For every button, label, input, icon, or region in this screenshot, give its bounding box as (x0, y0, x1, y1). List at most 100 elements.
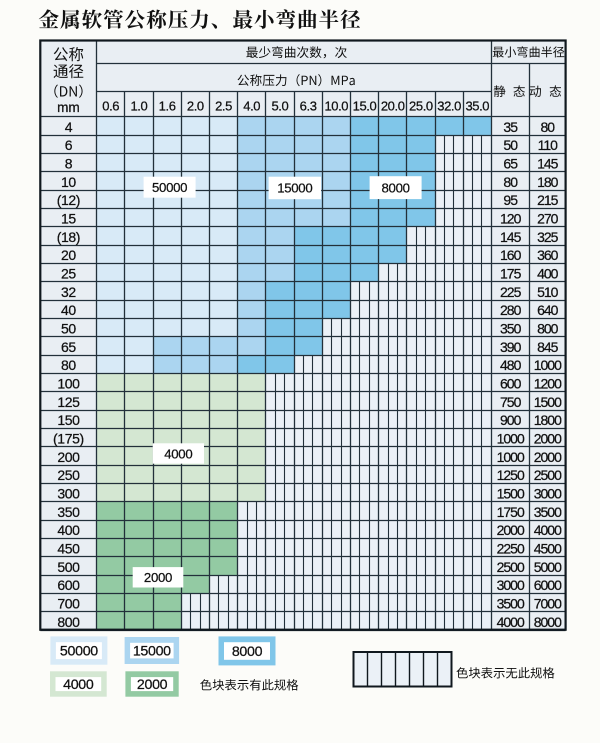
svg-text:400: 400 (57, 522, 80, 538)
svg-text:350: 350 (500, 321, 522, 337)
svg-text:4000: 4000 (534, 522, 562, 538)
svg-text:390: 390 (500, 339, 522, 355)
svg-text:2500: 2500 (497, 559, 525, 575)
svg-text:100: 100 (57, 376, 80, 392)
svg-text:2000: 2000 (137, 677, 168, 693)
svg-text:25.0: 25.0 (409, 98, 433, 113)
svg-text:120: 120 (500, 211, 522, 227)
svg-text:8000: 8000 (382, 181, 410, 196)
svg-text:300: 300 (57, 486, 80, 502)
svg-text:250: 250 (57, 467, 80, 483)
svg-text:1000: 1000 (497, 449, 525, 465)
svg-text:4000: 4000 (497, 614, 525, 630)
svg-text:2000: 2000 (144, 570, 172, 585)
svg-text:350: 350 (57, 504, 80, 520)
svg-text:(18): (18) (57, 229, 80, 245)
svg-text:1800: 1800 (534, 412, 562, 428)
svg-text:2500: 2500 (534, 467, 562, 483)
svg-text:4: 4 (65, 119, 73, 135)
svg-text:50: 50 (503, 137, 518, 153)
svg-text:845: 845 (537, 339, 559, 355)
svg-text:1500: 1500 (534, 394, 562, 410)
svg-text:6: 6 (65, 137, 73, 153)
svg-text:2000: 2000 (497, 522, 525, 538)
svg-text:4000: 4000 (164, 446, 192, 461)
svg-text:1.0: 1.0 (130, 98, 147, 113)
svg-text:2.5: 2.5 (215, 98, 232, 113)
svg-text:200: 200 (57, 449, 80, 465)
svg-text:1000: 1000 (534, 357, 562, 373)
svg-text:6.3: 6.3 (300, 98, 317, 113)
svg-text:325: 325 (537, 229, 559, 245)
svg-text:500: 500 (57, 559, 80, 575)
svg-text:80: 80 (503, 174, 518, 190)
svg-text:160: 160 (500, 247, 522, 263)
svg-text:270: 270 (537, 211, 559, 227)
svg-text:280: 280 (500, 302, 522, 318)
svg-text:450: 450 (57, 541, 80, 557)
svg-text:640: 640 (537, 302, 559, 318)
svg-text:95: 95 (503, 192, 518, 208)
svg-text:3000: 3000 (534, 486, 562, 502)
svg-text:1500: 1500 (497, 486, 525, 502)
svg-text:8000: 8000 (232, 644, 263, 660)
svg-text:3500: 3500 (497, 595, 525, 611)
svg-text:15000: 15000 (277, 181, 312, 196)
svg-text:225: 225 (500, 284, 522, 300)
svg-text:10: 10 (61, 174, 76, 190)
svg-text:600: 600 (57, 577, 80, 593)
svg-text:1250: 1250 (497, 467, 525, 483)
svg-text:510: 510 (537, 284, 559, 300)
svg-text:50000: 50000 (60, 644, 98, 660)
svg-text:20.0: 20.0 (381, 98, 405, 113)
svg-text:145: 145 (500, 229, 522, 245)
svg-text:215: 215 (537, 192, 559, 208)
svg-text:mm: mm (57, 100, 80, 115)
svg-text:145: 145 (537, 156, 559, 172)
svg-text:6000: 6000 (534, 577, 562, 593)
svg-text:(12): (12) (57, 192, 80, 208)
svg-text:175: 175 (500, 266, 522, 282)
svg-text:700: 700 (57, 595, 80, 611)
svg-text:32.0: 32.0 (437, 98, 461, 113)
svg-text:15.0: 15.0 (353, 98, 377, 113)
svg-text:80: 80 (541, 119, 556, 135)
svg-text:110: 110 (538, 137, 559, 153)
svg-text:20: 20 (61, 247, 76, 263)
svg-text:15000: 15000 (133, 644, 171, 660)
svg-text:5.0: 5.0 (271, 98, 288, 113)
svg-text:50000: 50000 (152, 180, 187, 195)
svg-text:(175): (175) (53, 431, 84, 447)
svg-text:35: 35 (503, 119, 518, 135)
svg-text:4000: 4000 (63, 677, 94, 693)
svg-text:8: 8 (65, 156, 73, 172)
svg-text:32: 32 (61, 284, 76, 300)
svg-text:5000: 5000 (534, 559, 562, 575)
svg-text:80: 80 (61, 357, 76, 373)
svg-text:65: 65 (503, 156, 518, 172)
svg-text:4.0: 4.0 (243, 98, 260, 113)
svg-text:2.0: 2.0 (187, 98, 204, 113)
svg-text:900: 900 (500, 412, 522, 428)
svg-text:360: 360 (537, 247, 559, 263)
svg-text:180: 180 (537, 174, 559, 190)
svg-text:7000: 7000 (534, 595, 562, 611)
svg-text:2000: 2000 (534, 431, 562, 447)
svg-text:150: 150 (57, 412, 80, 428)
svg-text:480: 480 (500, 357, 522, 373)
svg-text:800: 800 (537, 321, 559, 337)
svg-text:600: 600 (500, 376, 522, 392)
svg-text:10.0: 10.0 (324, 98, 348, 113)
svg-text:800: 800 (57, 614, 80, 630)
svg-text:2250: 2250 (497, 541, 525, 557)
svg-text:1.6: 1.6 (159, 98, 176, 113)
svg-text:8000: 8000 (534, 614, 562, 630)
svg-text:25: 25 (61, 266, 76, 282)
svg-text:0.6: 0.6 (102, 98, 119, 113)
svg-text:1750: 1750 (497, 504, 525, 520)
svg-text:4500: 4500 (534, 541, 562, 557)
svg-text:400: 400 (537, 266, 559, 282)
svg-text:35.0: 35.0 (465, 98, 489, 113)
svg-text:3000: 3000 (497, 577, 525, 593)
svg-text:50: 50 (61, 321, 76, 337)
